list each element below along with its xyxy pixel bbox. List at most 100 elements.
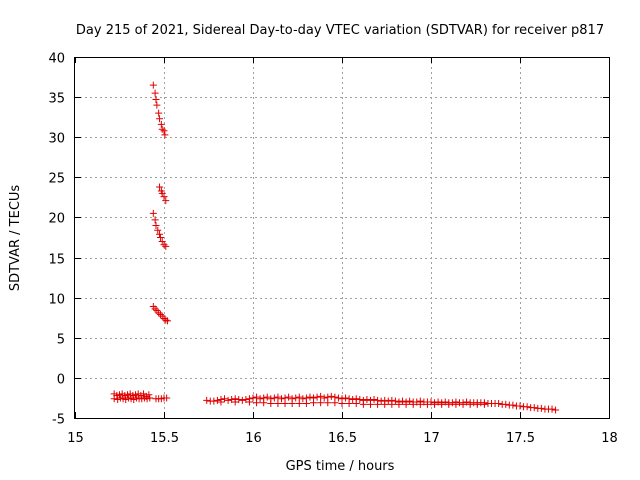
data-point: [256, 395, 264, 403]
data-point: [452, 400, 460, 408]
data-point: [342, 394, 350, 402]
x-tick-label: 17.5: [506, 431, 535, 446]
data-point: [274, 400, 282, 408]
data-point: [295, 393, 303, 401]
data-point: [427, 398, 435, 406]
data-point: [377, 397, 385, 405]
series-track-early-band: [110, 390, 171, 404]
series-track-late-band: [203, 392, 560, 414]
data-point: [270, 394, 278, 402]
x-tick-label: 15.5: [150, 431, 179, 446]
data-point: [438, 400, 446, 408]
data-point: [160, 241, 168, 249]
data-point: [152, 221, 160, 229]
x-tick-label: 16: [245, 431, 262, 446]
data-point: [281, 400, 289, 408]
series-track-descending-3: [149, 209, 170, 250]
data-point: [434, 398, 442, 406]
data-point: [242, 396, 250, 404]
data-point: [441, 398, 449, 406]
data-point: [548, 405, 556, 413]
y-tick-label: 0: [57, 373, 65, 388]
y-tick-label: -5: [52, 413, 65, 428]
data-point: [356, 396, 364, 404]
data-point: [502, 400, 510, 408]
data-point: [213, 396, 221, 404]
data-point: [260, 399, 268, 407]
series-track-late-band-lower: [217, 398, 488, 408]
data-point: [158, 125, 166, 133]
data-point: [149, 81, 157, 89]
data-point: [384, 397, 392, 405]
data-point: [391, 397, 399, 405]
data-point: [448, 399, 456, 407]
data-point: [431, 400, 439, 408]
data-point: [313, 393, 321, 401]
data-point: [151, 89, 159, 97]
data-point: [164, 317, 172, 325]
data-point: [381, 400, 389, 408]
series-track-descending-4: [149, 302, 172, 325]
data-point: [145, 391, 153, 399]
data-point: [249, 394, 257, 402]
data-point: [395, 400, 403, 408]
data-point: [210, 397, 218, 405]
data-point: [146, 394, 154, 402]
data-point: [267, 400, 275, 408]
data-point: [160, 315, 168, 323]
data-point: [334, 394, 342, 402]
data-point: [338, 400, 346, 408]
data-point: [399, 397, 407, 405]
data-point: [509, 401, 517, 409]
data-point: [459, 400, 467, 408]
data-point: [295, 400, 303, 408]
data-point: [523, 403, 531, 411]
data-point: [463, 398, 471, 406]
data-point: [149, 209, 157, 217]
data-point: [162, 316, 170, 324]
data-point: [292, 394, 300, 402]
x-tick-label: 15: [67, 431, 84, 446]
data-point: [366, 400, 374, 408]
data-point: [466, 400, 474, 408]
data-point: [331, 399, 339, 407]
data-point: [155, 309, 163, 317]
data-point: [320, 394, 328, 402]
data-point: [402, 400, 410, 408]
data-point: [157, 120, 165, 128]
data-point: [161, 131, 169, 139]
y-tick-label: 40: [48, 52, 65, 67]
data-point: [416, 400, 424, 408]
data-point: [345, 400, 353, 408]
data-point: [445, 400, 453, 408]
data-point: [221, 395, 229, 403]
data-point: [388, 400, 396, 408]
data-point: [151, 305, 159, 313]
series-track-descending-1: [149, 81, 169, 139]
data-point: [352, 400, 360, 408]
data-point: [158, 189, 166, 197]
data-point: [495, 400, 503, 408]
data-point: [285, 393, 293, 401]
data-point: [158, 238, 166, 246]
data-point: [156, 230, 164, 238]
data-point: [156, 115, 164, 123]
data-point: [245, 398, 253, 406]
y-tick-label: 25: [48, 172, 65, 187]
data-point: [423, 400, 431, 408]
data-point: [516, 402, 524, 410]
data-point: [537, 404, 545, 412]
data-point: [317, 399, 325, 407]
data-point: [162, 242, 170, 250]
data-point: [253, 399, 261, 407]
data-point: [152, 96, 160, 104]
data-point: [363, 396, 371, 404]
x-tick-label: 16.5: [328, 431, 357, 446]
data-point: [274, 393, 282, 401]
data-point: [156, 311, 164, 319]
data-point: [162, 197, 170, 205]
y-tick-label: 30: [48, 132, 65, 147]
data-point: [224, 396, 232, 404]
data-point: [156, 234, 164, 241]
